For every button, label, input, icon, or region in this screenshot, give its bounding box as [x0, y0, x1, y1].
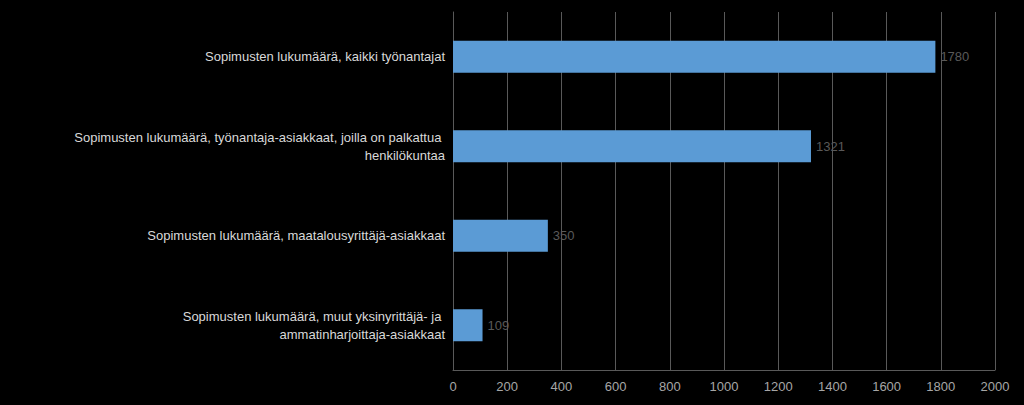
- svg-text:1200: 1200: [764, 379, 793, 394]
- svg-text:1780: 1780: [940, 49, 969, 64]
- svg-text:600: 600: [605, 379, 627, 394]
- svg-text:400: 400: [551, 379, 573, 394]
- svg-text:200: 200: [496, 379, 518, 394]
- svg-text:1000: 1000: [710, 379, 739, 394]
- svg-text:ammatinharjoittaja-asiakkaat: ammatinharjoittaja-asiakkaat: [280, 327, 446, 342]
- svg-text:Sopimusten lukumäärä, muut yks: Sopimusten lukumäärä, muut yksinyrittäjä…: [183, 309, 445, 324]
- svg-text:2000: 2000: [981, 379, 1010, 394]
- svg-text:henkilökuntaa: henkilökuntaa: [365, 148, 446, 163]
- svg-text:109: 109: [488, 318, 510, 333]
- svg-text:800: 800: [659, 379, 681, 394]
- svg-text:0: 0: [449, 379, 456, 394]
- svg-text:1600: 1600: [872, 379, 901, 394]
- svg-text:Sopimusten lukumäärä, maatalou: Sopimusten lukumäärä, maatalousyrittäjä-…: [147, 228, 445, 243]
- svg-text:350: 350: [553, 228, 575, 243]
- svg-text:1400: 1400: [818, 379, 847, 394]
- svg-text:1800: 1800: [926, 379, 955, 394]
- svg-text:Sopimusten lukumäärä, työnanta: Sopimusten lukumäärä, työnantaja-asiakka…: [74, 130, 445, 145]
- svg-text:Sopimusten lukumäärä, kaikki t: Sopimusten lukumäärä, kaikki työnantajat: [205, 49, 445, 64]
- svg-text:1321: 1321: [816, 139, 845, 154]
